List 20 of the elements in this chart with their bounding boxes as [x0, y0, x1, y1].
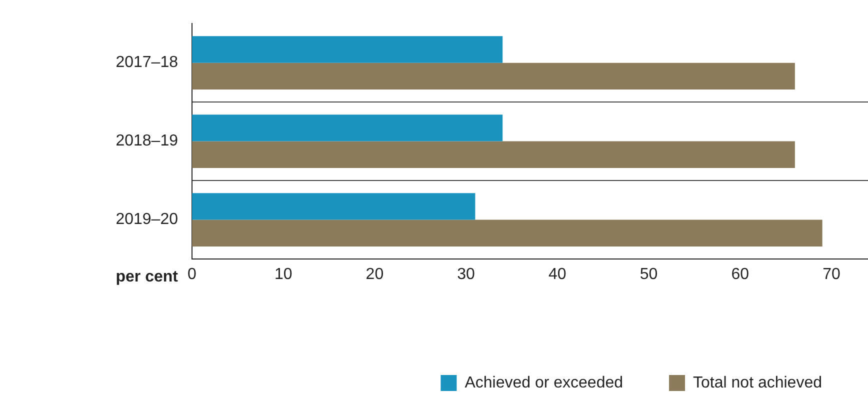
x-axis-title: per cent: [116, 268, 179, 286]
x-tick-label: 40: [548, 266, 566, 284]
bar: [192, 193, 476, 220]
x-tick-label: 10: [274, 266, 292, 284]
x-tick-label: 0: [188, 266, 197, 284]
bar: [192, 62, 795, 90]
x-tick-label: 30: [457, 266, 476, 284]
y-tick-label: 2019–20: [116, 211, 178, 228]
x-tick-label: 50: [640, 266, 658, 284]
x-tick-label: 60: [731, 266, 750, 284]
x-tick-label: 70: [822, 266, 840, 284]
bar: [192, 220, 822, 246]
y-tick-label: 2018–19: [116, 132, 178, 150]
legend-label: Total not achieved: [693, 374, 822, 392]
legend-label: Achieved or exceeded: [464, 374, 624, 392]
y-tick-label: 2017–18: [116, 54, 178, 72]
bar: [192, 141, 795, 168]
x-tick-label: 20: [366, 266, 384, 284]
bar: [192, 36, 503, 63]
bar: [192, 114, 503, 142]
